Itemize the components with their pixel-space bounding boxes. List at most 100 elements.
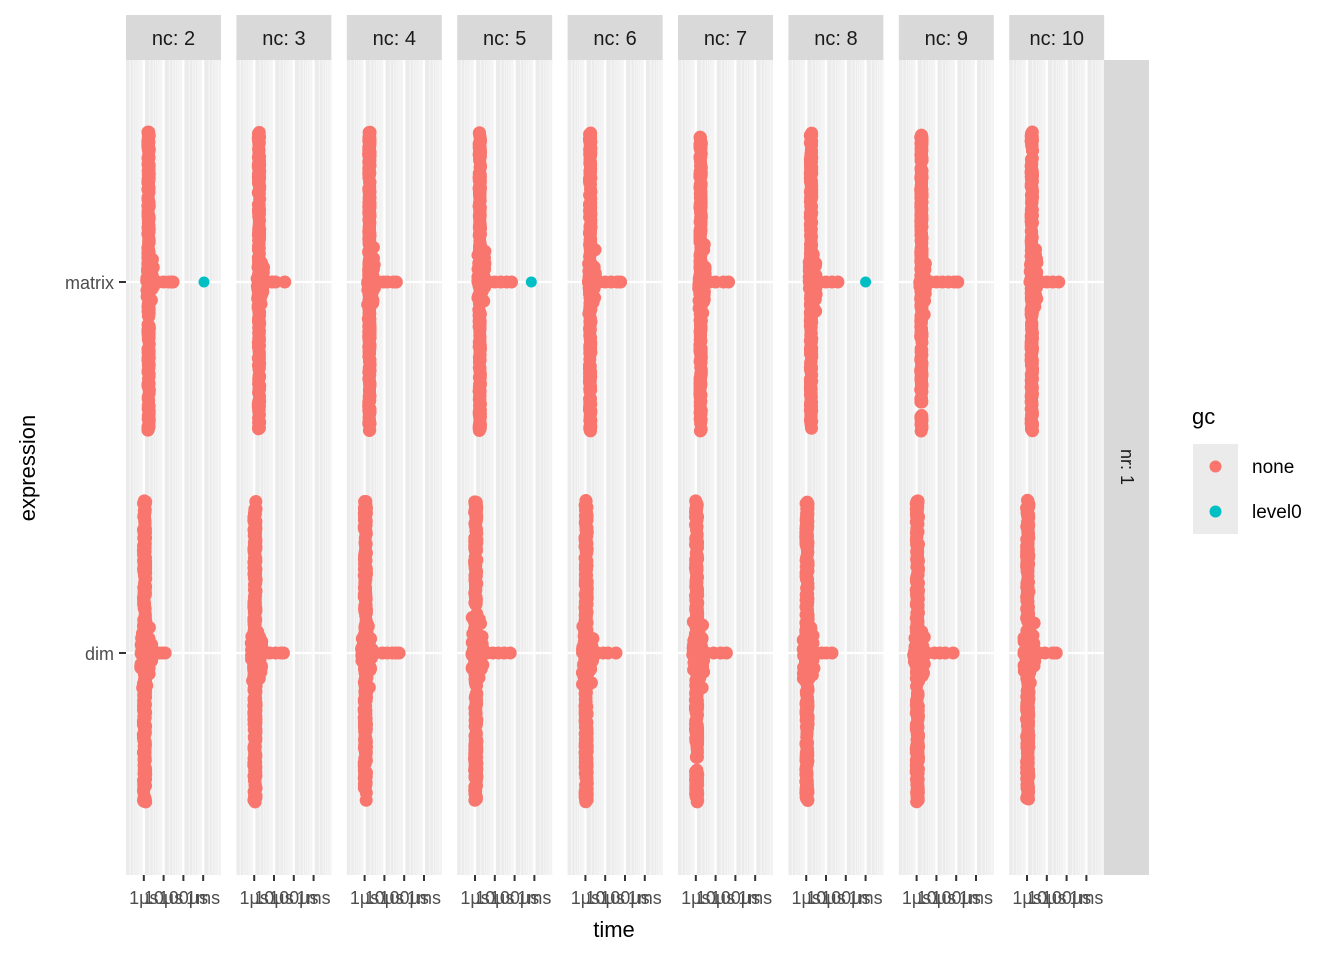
point-none [361,617,375,631]
point-none [691,723,705,737]
point-none [139,795,153,809]
x-tick-label: 1ms [738,888,772,908]
facet-column-label: nc: 5 [483,28,526,50]
point-level0 [860,276,872,288]
point-none [363,662,377,676]
point-none [583,352,597,366]
point-none [252,138,266,152]
point-none [252,335,266,349]
point-none [252,403,266,417]
point-none [363,201,377,215]
point-none [247,758,261,772]
point-none [252,415,266,429]
point-none [252,236,266,250]
x-tick-label: 1µs [240,888,269,908]
point-none [689,703,703,717]
point-none [142,322,156,336]
point-none [138,576,152,590]
point-none [249,733,263,747]
point-none [584,213,598,227]
point-none [138,562,152,576]
point-none [691,510,705,524]
point-none [358,604,372,618]
point-none [465,611,479,625]
point-none [473,351,487,365]
point-none [583,143,597,157]
point-none [138,669,152,683]
point-none [363,416,377,430]
point-none [252,125,266,139]
point-none [578,498,592,512]
point-none [473,181,487,195]
point-none [137,590,151,604]
point-none [248,502,262,516]
point-none [362,332,376,346]
point-none [469,598,483,612]
point-level0 [525,276,537,288]
point-level0 [198,276,210,288]
point-none [803,262,817,276]
point-none [362,342,376,356]
point-none [582,403,596,417]
point-none [804,162,818,176]
point-none [141,140,155,154]
point-none [690,771,704,785]
x-tick-label: 1ms [186,888,220,908]
point-none [696,306,710,320]
point-none [254,661,268,675]
x-tick-label: 1ms [297,888,331,908]
point-none [579,522,593,536]
x-tick-label: 1ms [628,888,662,908]
point-none [135,626,149,640]
point-none [831,275,845,289]
point-none [690,523,704,537]
point-none [142,342,156,356]
point-none [276,646,290,660]
point-none [140,289,154,303]
point-none [472,221,486,235]
facet-column-label: nc: 7 [704,28,747,50]
point-none [141,199,155,213]
point-none [362,192,376,206]
point-none [142,418,156,432]
facet-column-label: nc: 2 [152,28,195,50]
point-none [252,187,266,201]
point-none [470,543,484,557]
point-none [158,646,172,660]
facet-strip [236,15,332,60]
point-none [362,365,376,379]
point-none [363,378,377,392]
point-none [367,251,381,265]
point-none [797,649,811,663]
facet-column-label: nc: 4 [373,28,416,50]
point-none [252,167,266,181]
point-none [363,634,377,648]
point-none [689,575,703,589]
point-none [690,591,704,605]
point-none [693,352,707,366]
point-none [696,288,710,302]
point-none [389,275,403,289]
point-none [473,154,487,168]
point-none [584,297,598,311]
facet-column-label: nc: 9 [925,28,968,50]
point-none [578,790,592,804]
point-none [694,146,708,160]
point-none [141,163,155,177]
point-none [614,275,628,289]
point-none [249,716,263,730]
point-none [252,356,266,370]
point-none [366,240,380,254]
point-none [251,301,265,315]
point-none [141,409,155,423]
point-none [269,275,283,289]
point-none [359,502,373,516]
point-none [252,368,266,382]
point-none [248,778,262,792]
point-none [252,198,266,212]
